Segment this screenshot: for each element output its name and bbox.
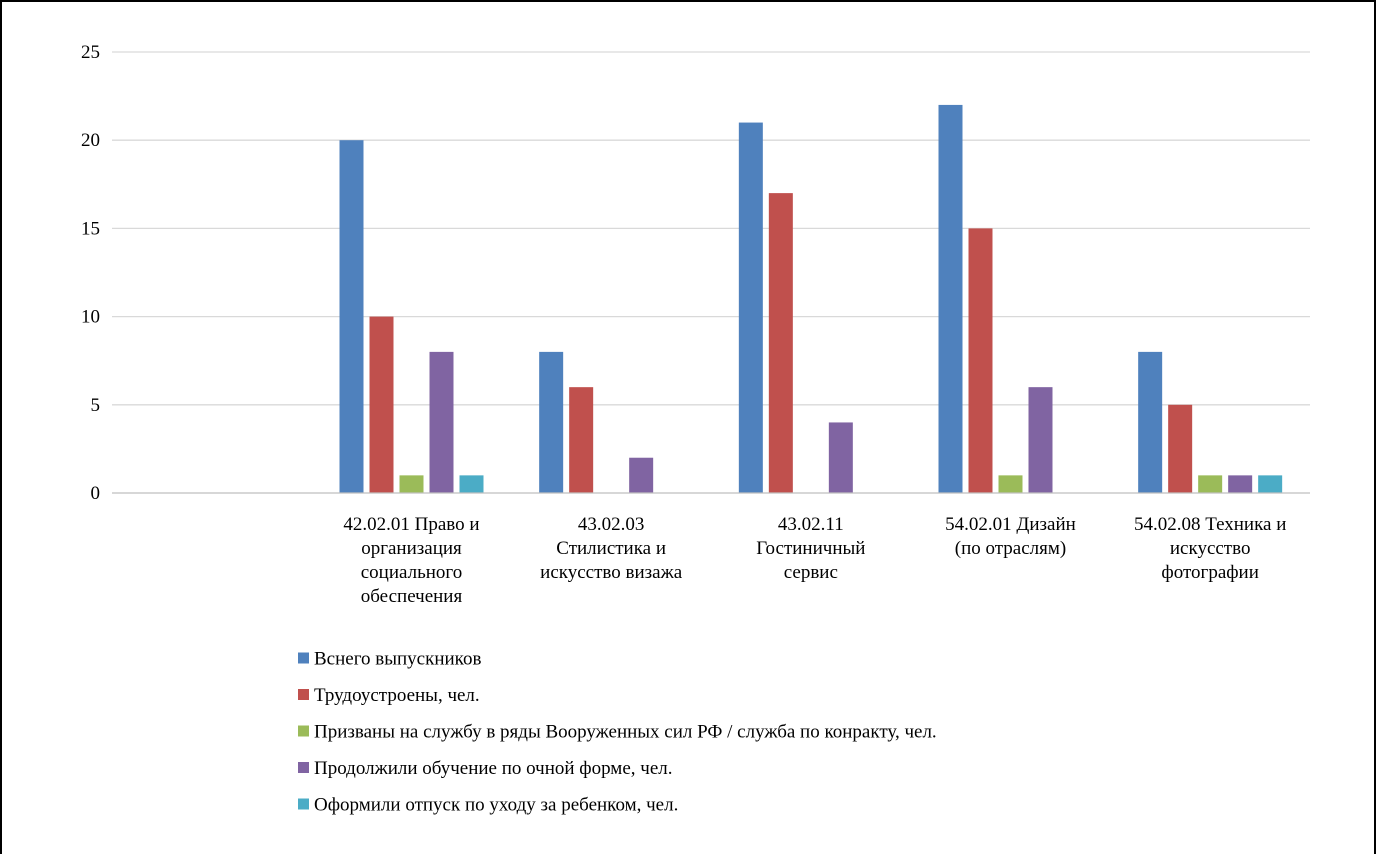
legend-swatch [298, 798, 309, 810]
legend: Вснего выпускников Трудоустроены, чел. При… [298, 649, 937, 816]
gridlines [112, 51, 1310, 406]
legend-swatch [298, 652, 309, 664]
x-tick-label: 54.02.08 Техника и искусство фотографии [1134, 514, 1286, 583]
legend-swatch [298, 725, 309, 737]
legend-item: Вснего выпускников [298, 649, 481, 670]
bar [629, 457, 654, 493]
bar [1258, 475, 1283, 493]
bar [459, 475, 484, 493]
x-axis-categories: 42.02.01 Право и организация социального об… [343, 514, 1286, 607]
y-tick-label: 10 [81, 307, 100, 328]
y-tick-label: 15 [81, 218, 100, 239]
bar [399, 475, 424, 493]
bar [569, 387, 594, 493]
bar [738, 122, 763, 493]
legend-item: Продолжили обучение по очной форме, чел. [298, 758, 673, 779]
bar [1198, 475, 1223, 493]
y-tick-label: 25 [81, 42, 100, 63]
bar [1028, 387, 1053, 493]
x-tick-label: 43.02.11 Гостиничный сервис [756, 514, 865, 583]
bar [369, 316, 394, 493]
bar [339, 140, 364, 493]
legend-swatch [298, 762, 309, 773]
legend-item: Оформили отпуск по уходу за ребенком, че… [298, 795, 678, 816]
x-tick-label: 54.02.01 Дизайн (по отраслям) [945, 514, 1076, 559]
legend-label: Призваны на службу в ряды Вооруженных си… [314, 722, 937, 743]
bar [968, 228, 993, 493]
legend-item: Трудоустроены, чел. [298, 685, 480, 706]
bar [998, 475, 1023, 493]
bar [768, 193, 793, 493]
bar [429, 351, 454, 493]
legend-label: Трудоустроены, чел. [314, 685, 480, 706]
bar [828, 422, 853, 493]
x-tick-label: 42.02.01 Право и организация социального об… [343, 514, 479, 607]
bar [1168, 404, 1193, 493]
legend-item: Призваны на службу в ряды Вооруженных си… [298, 722, 937, 743]
y-tick-label: 20 [81, 130, 100, 151]
y-axis-ticks: 0 5 10 15 20 25 [81, 42, 100, 504]
legend-label: Вснего выпускников [314, 649, 481, 670]
bar [938, 104, 963, 494]
x-tick-label: 43.02.03 Стилистика и искусство визажа [540, 514, 683, 583]
bar [1228, 475, 1253, 493]
bar [539, 351, 564, 493]
bars [339, 104, 1283, 494]
legend-swatch [298, 689, 309, 700]
legend-label: Продолжили обучение по очной форме, чел. [314, 758, 673, 779]
y-tick-label: 5 [91, 395, 101, 416]
legend-label: Оформили отпуск по уходу за ребенком, че… [314, 795, 678, 816]
bar [1138, 351, 1163, 493]
y-tick-label: 0 [91, 483, 101, 504]
